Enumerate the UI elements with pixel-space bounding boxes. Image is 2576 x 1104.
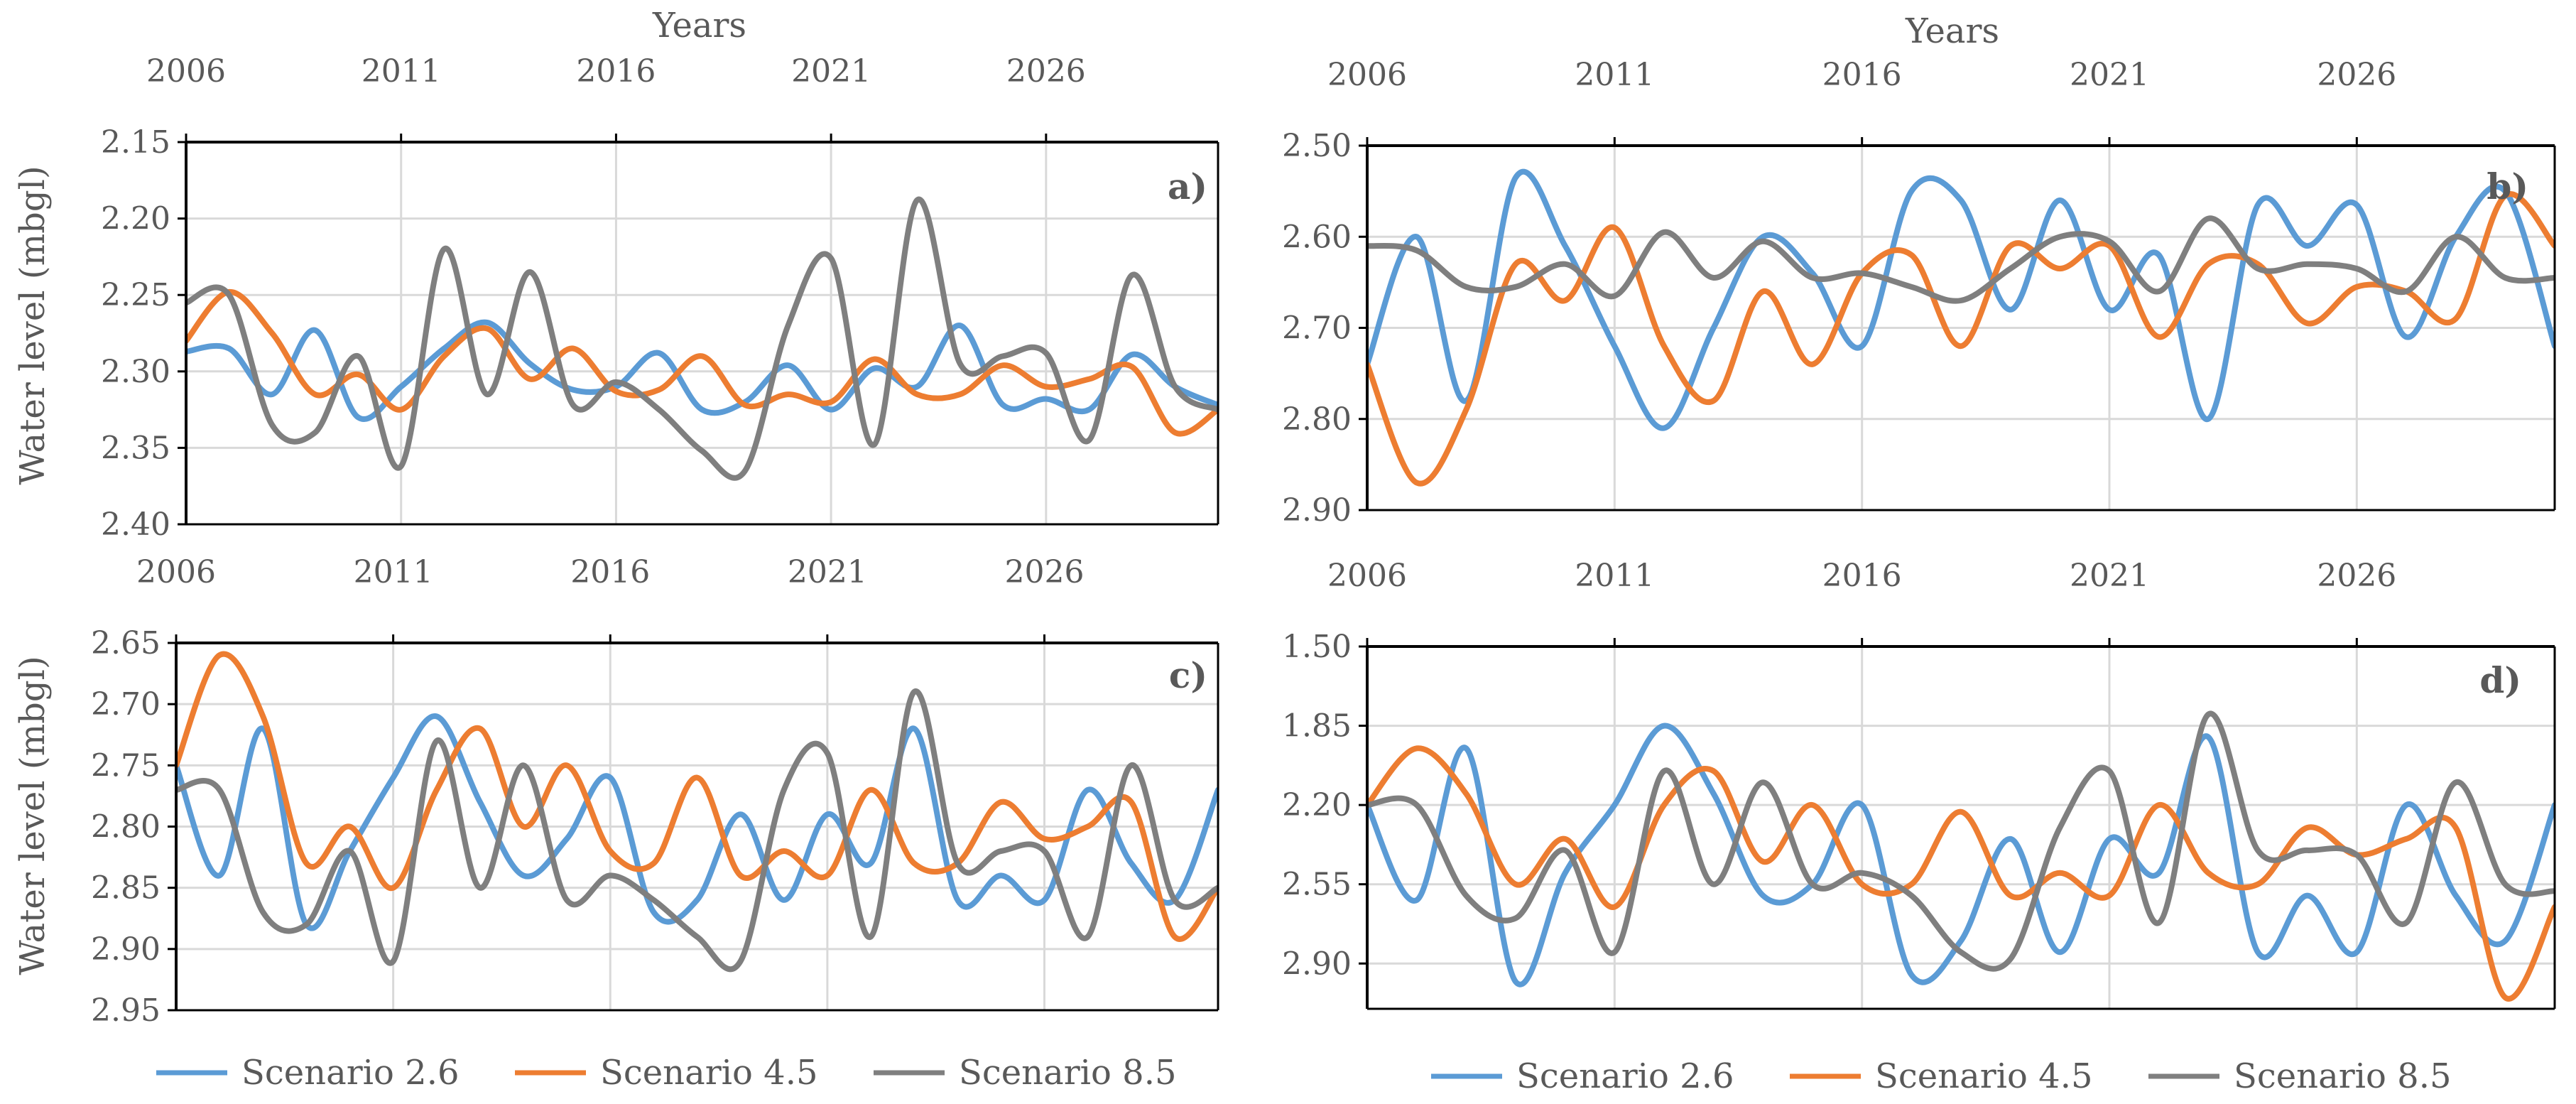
panel-c-y-tick-label: 2.95 [91, 992, 161, 1029]
panel-a-grid [186, 142, 1218, 524]
panel-c-y-tick-label: 2.90 [91, 931, 161, 968]
legend-right-label-4-5: Scenario 4.5 [1875, 1056, 2093, 1096]
panel-a-label: a) [1168, 166, 1207, 207]
panel-a-series [186, 196, 1218, 481]
panel-a-y-tick-label: 2.40 [101, 507, 170, 543]
panel-a-ylabel: Water level (mbgl) [13, 166, 53, 485]
panel-d-x-ticks: 2006 2011 2016 2021 2026 [1327, 558, 2396, 594]
panel-b-y-tick-label: 2.80 [1282, 401, 1352, 438]
panel-b-y-ticks: 2.50 2.60 2.70 2.80 2.90 [1282, 128, 1352, 529]
panel-b-y-tick-label: 2.60 [1282, 219, 1352, 255]
panel-a-series-2-6-line [186, 319, 1218, 422]
legend-left-label-2-6: Scenario 2.6 [241, 1053, 460, 1093]
panel-b-y-tick-label: 2.90 [1282, 492, 1352, 529]
legend-right: Scenario 2.6 Scenario 4.5 Scenario 8.5 [1431, 1056, 2452, 1096]
panel-d-y-tick-label: 2.20 [1282, 787, 1352, 823]
panel-a-x-tick-label: 2021 [791, 53, 871, 90]
panel-d-x-tick-label: 2016 [1822, 558, 1902, 594]
legend-left-label-4-5: Scenario 4.5 [600, 1053, 818, 1093]
panel-c-series-4-5-line [176, 651, 1218, 942]
panel-c: 2006 2011 2016 2021 2026 2.65 2.70 2.75 2.80 2.8… [13, 554, 1219, 1029]
panel-c-y-tick-label: 2.75 [91, 747, 161, 784]
panel-a-y-tick-label: 2.15 [101, 124, 170, 161]
panel-b-x-tick-label: 2016 [1822, 57, 1902, 93]
panel-d-y-ticks: 1.50 1.85 2.20 2.55 2.90 [1282, 629, 1352, 982]
panel-b: Years 2006 2011 2016 2021 2026 2.502.602.702… [1282, 11, 2556, 529]
legend-left: Scenario 2.6 Scenario 4.5 Scenario 8.5 [156, 1053, 1177, 1093]
panel-b-x-tick-label: 2011 [1575, 57, 1654, 93]
panel-c-x-tick-label: 2026 [1005, 554, 1085, 590]
panel-c-label: c) [1169, 654, 1207, 696]
panel-b-top-xlabel: Years [1905, 11, 1999, 51]
panel-b-y-tick-label: 2.70 [1282, 310, 1352, 347]
panel-b-grid [1367, 146, 2555, 510]
panel-a-series-8-5-line [186, 196, 1218, 481]
panel-a-x-tick-label: 2011 [362, 53, 441, 90]
panel-b-y-tick-label: 2.50 [1282, 128, 1352, 164]
panel-c-series-2-6-line [176, 713, 1218, 931]
panel-c-y-tick-label: 2.85 [91, 870, 161, 907]
panel-a-y-tick-label: 2.35 [101, 430, 170, 466]
panel-d-series-2-6-line [1367, 723, 2555, 987]
panel-a-top-xlabel: Years [652, 6, 746, 45]
panel-d-y-tick-label: 1.85 [1282, 708, 1352, 745]
legend-right-label-8-5: Scenario 8.5 [2234, 1056, 2452, 1096]
panel-c-y-tick-label: 2.65 [91, 625, 161, 661]
panel-a-series-4-5-line [186, 288, 1218, 437]
panel-d-x-tick-label: 2006 [1327, 558, 1407, 594]
legend-right-label-2-6: Scenario 2.6 [1516, 1056, 1734, 1096]
panel-d-y-tick-label: 1.50 [1282, 629, 1352, 665]
panel-a-x-tick-label: 2026 [1006, 53, 1086, 90]
panel-b-label: b) [2487, 166, 2528, 207]
panel-c-x-ticks: 2006 2011 2016 2021 2026 [136, 554, 1084, 590]
panel-c-y-tick-label: 2.80 [91, 809, 161, 845]
panel-d: 2006 2011 2016 2021 2026 1.50 1.85 2.20 2.55 2.9… [1282, 558, 2556, 1010]
panel-c-y-ticks: 2.65 2.70 2.75 2.80 2.85 2.90 2.95 [91, 625, 161, 1029]
panel-b-series-2-6-line [1367, 168, 2555, 431]
panel-c-ylabel: Water level (mbgl) [13, 656, 53, 975]
panel-d-x-tick-label: 2021 [2070, 558, 2149, 594]
panel-c-x-tick-label: 2021 [788, 554, 867, 590]
panel-b-axes [1359, 137, 2556, 512]
panel-b-series [1367, 168, 2555, 487]
panel-d-label: d) [2479, 659, 2521, 701]
panel-d-axes [1359, 638, 2556, 1010]
legend-left-label-8-5: Scenario 8.5 [959, 1053, 1177, 1093]
panel-d-x-tick-label: 2026 [2317, 558, 2396, 594]
panel-d-y-tick-label: 2.90 [1282, 946, 1352, 982]
panel-a-y-tick-label: 2.20 [101, 201, 170, 237]
panel-b-x-tick-label: 2026 [2317, 57, 2396, 93]
panel-b-x-tick-label: 2021 [2070, 57, 2149, 93]
panel-d-series-4-5-line [1367, 745, 2555, 1002]
panel-c-x-tick-label: 2006 [136, 554, 216, 590]
panel-c-series-8-5-line [176, 688, 1218, 973]
panel-a-x-ticks: 2006 2011 2016 2021 2026 [146, 53, 1086, 90]
panel-b-x-ticks: 2006 2011 2016 2021 2026 [1327, 57, 2396, 93]
panel-d-y-tick-label: 2.55 [1282, 867, 1352, 903]
panel-c-x-tick-label: 2016 [570, 554, 650, 590]
panel-a-axes [178, 134, 1219, 526]
panel-c-axes [168, 634, 1219, 1012]
panel-a: Years 2006 2011 2016 2021 2026 2.152.202.252… [13, 6, 1219, 543]
panel-a-y-tick-label: 2.30 [101, 354, 170, 390]
panel-c-y-tick-label: 2.70 [91, 686, 161, 723]
panel-d-series [1367, 710, 2555, 1002]
panel-d-series-8-5-line [1367, 710, 2555, 972]
panel-b-series-8-5-line [1367, 215, 2555, 304]
panel-a-x-tick-label: 2006 [146, 53, 226, 90]
panel-c-series [176, 651, 1218, 973]
panel-d-x-tick-label: 2011 [1575, 558, 1654, 594]
panel-a-y-tick-label: 2.25 [101, 277, 170, 313]
panel-b-x-tick-label: 2006 [1327, 57, 1407, 93]
panel-c-x-tick-label: 2011 [354, 554, 433, 590]
panel-c-grid [176, 643, 1218, 1010]
panel-a-x-tick-label: 2016 [576, 53, 656, 90]
panel-a-y-ticks: 2.15 2.20 2.25 2.30 2.35 2.40 [101, 124, 170, 543]
